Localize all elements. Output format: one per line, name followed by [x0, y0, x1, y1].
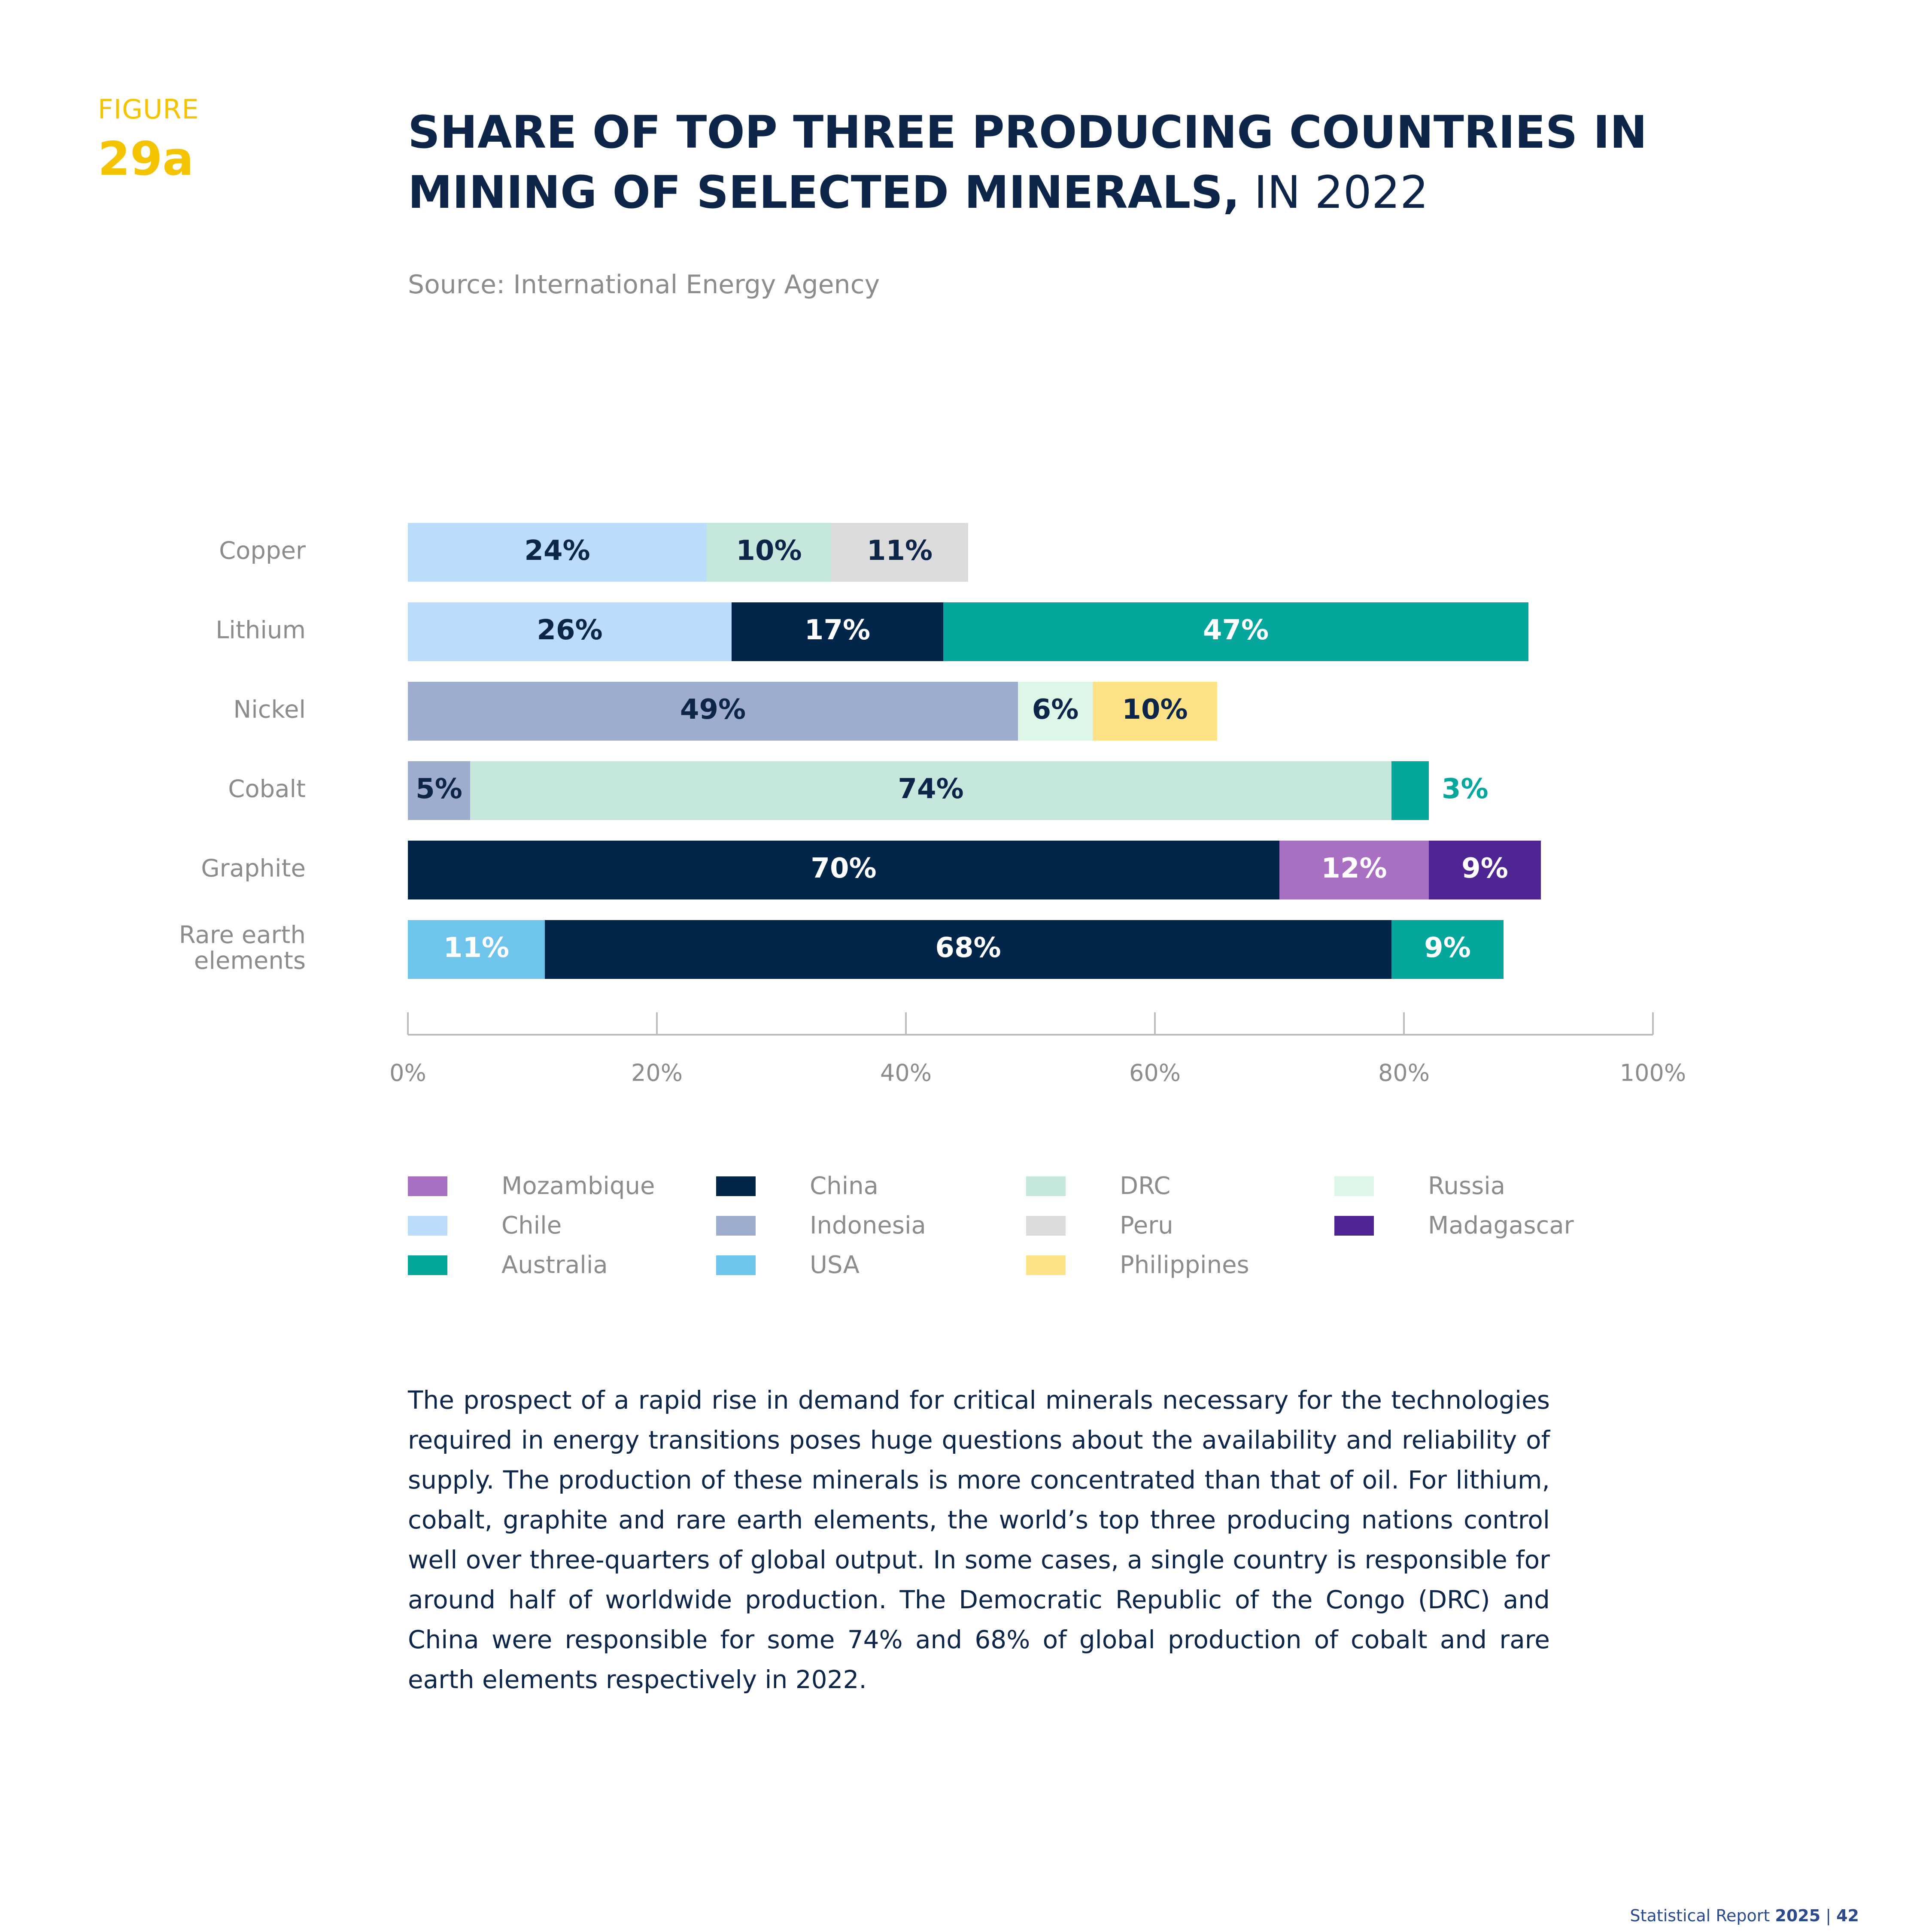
- body-paragraph: The prospect of a rapid rise in demand f…: [408, 1385, 1550, 1694]
- category-label-nickel: Nickel: [233, 696, 306, 724]
- bar-graphite-madagascar: [1429, 841, 1541, 899]
- bar-nickel-indonesia: [408, 682, 1018, 741]
- bar-nickel-philippines: [1093, 682, 1217, 741]
- legend-swatch-philippines: [1026, 1255, 1066, 1275]
- bar-lithium-chile: [408, 602, 732, 661]
- data-label-nickel-philippines: 10%: [1122, 694, 1188, 726]
- legend-label-china: China: [810, 1172, 878, 1200]
- footer-year: 2025: [1775, 1906, 1821, 1925]
- bar-graphite-mozambique: [1279, 841, 1429, 899]
- x-tick-label-0: 0%: [389, 1060, 426, 1087]
- data-label-rare-earth-elements-usa: 11%: [444, 932, 509, 964]
- category-label-lithium: Lithium: [216, 617, 306, 644]
- legend-swatch-chile: [408, 1216, 447, 1236]
- chart-title-bold: SHARE OF TOP THREE PRODUCING COUNTRIES I…: [408, 106, 1647, 219]
- x-tick-label-40: 40%: [880, 1060, 932, 1087]
- legend-swatch-madagascar: [1334, 1216, 1374, 1236]
- data-label-lithium-australia: 47%: [1203, 614, 1269, 646]
- legend-swatch-usa: [716, 1255, 756, 1275]
- bar-lithium-china: [732, 602, 943, 661]
- legend-swatch-peru: [1026, 1216, 1066, 1236]
- data-label-rare-earth-elements-china: 68%: [935, 932, 1001, 964]
- data-label-lithium-chile: 26%: [537, 614, 602, 646]
- data-label-cobalt-australia: 3%: [1442, 773, 1488, 805]
- page-footer: Statistical Report 2025 | 42: [1630, 1906, 1859, 1925]
- figure-number: 29a: [98, 132, 194, 186]
- category-label-rare-earth-elements: Rare earth elements: [179, 921, 306, 975]
- chart-title: SHARE OF TOP THREE PRODUCING COUNTRIES I…: [408, 102, 1803, 222]
- legend-label-madagascar: Madagascar: [1428, 1212, 1574, 1239]
- x-tick-label-100: 100%: [1620, 1060, 1686, 1087]
- legend-swatch-australia: [408, 1255, 447, 1275]
- footer-separator: |: [1820, 1906, 1837, 1925]
- legend-label-peru: Peru: [1120, 1212, 1173, 1239]
- stacked-bar-chart: Copper 24% 10% 11% Lithium 26% 17% 47% Nickel 49%…: [179, 523, 1686, 1087]
- bar-graphite-china: [408, 841, 1279, 899]
- data-label-copper-chile: 24%: [524, 535, 590, 567]
- data-label-nickel-russia: 6%: [1032, 694, 1079, 726]
- legend-label-chile: Chile: [501, 1212, 562, 1239]
- data-label-cobalt-indonesia: 5%: [416, 773, 462, 805]
- bar-rare-earth-elements-china: [545, 920, 1391, 979]
- bar-copper-chile: [408, 523, 707, 582]
- legend-label-usa: USA: [810, 1251, 860, 1279]
- bar-rare-earth-elements-australia: [1391, 920, 1504, 979]
- data-label-graphite-china: 70%: [811, 853, 876, 884]
- legend-swatch-drc: [1026, 1176, 1066, 1196]
- figure-label: FIGURE: [98, 94, 199, 125]
- x-tick-label-60: 60%: [1129, 1060, 1181, 1087]
- legend-swatch-china: [716, 1176, 756, 1196]
- bar-lithium-australia: [943, 602, 1528, 661]
- legend-swatch-indonesia: [716, 1216, 756, 1236]
- legend-label-indonesia: Indonesia: [810, 1212, 926, 1239]
- legend-label-drc: DRC: [1120, 1172, 1171, 1200]
- legend-swatch-russia: [1334, 1176, 1374, 1196]
- chart-title-light: IN 2022: [1239, 166, 1429, 219]
- bar-cobalt-indonesia: [408, 761, 470, 820]
- legend-label-australia: Australia: [501, 1251, 608, 1279]
- data-label-graphite-madagascar: 9%: [1461, 853, 1508, 884]
- category-label-copper: Copper: [219, 537, 306, 565]
- legend-swatch-mozambique: [408, 1176, 447, 1196]
- data-label-nickel-indonesia: 49%: [680, 694, 746, 726]
- legend-label-mozambique: Mozambique: [501, 1172, 655, 1200]
- x-tick-label-20: 20%: [631, 1060, 683, 1087]
- legend-label-russia: Russia: [1428, 1172, 1506, 1200]
- data-label-graphite-mozambique: 12%: [1321, 853, 1387, 884]
- category-label-cobalt: Cobalt: [228, 775, 306, 803]
- footer-report: Statistical Report: [1630, 1906, 1775, 1925]
- bar-copper-drc: [707, 523, 831, 582]
- legend-label-philippines: Philippines: [1120, 1251, 1249, 1279]
- bar-cobalt-australia: [1391, 761, 1429, 820]
- bar-copper-peru: [831, 523, 968, 582]
- chart-source: Source: International Energy Agency: [408, 270, 880, 300]
- data-label-cobalt-drc: 74%: [898, 773, 963, 805]
- category-label-graphite: Graphite: [201, 855, 306, 883]
- data-label-rare-earth-elements-australia: 9%: [1424, 932, 1471, 964]
- x-tick-label-80: 80%: [1378, 1060, 1430, 1087]
- data-label-lithium-china: 17%: [805, 614, 870, 646]
- data-label-copper-peru: 11%: [867, 535, 933, 567]
- data-label-copper-drc: 10%: [736, 535, 802, 567]
- chart-legend: Mozambique Chile Australia China Indonesia US…: [408, 1172, 1696, 1301]
- bar-rare-earth-elements-usa: [408, 920, 545, 979]
- bar-nickel-russia: [1018, 682, 1093, 741]
- footer-page-number: 42: [1836, 1906, 1859, 1925]
- bar-cobalt-drc: [470, 761, 1391, 820]
